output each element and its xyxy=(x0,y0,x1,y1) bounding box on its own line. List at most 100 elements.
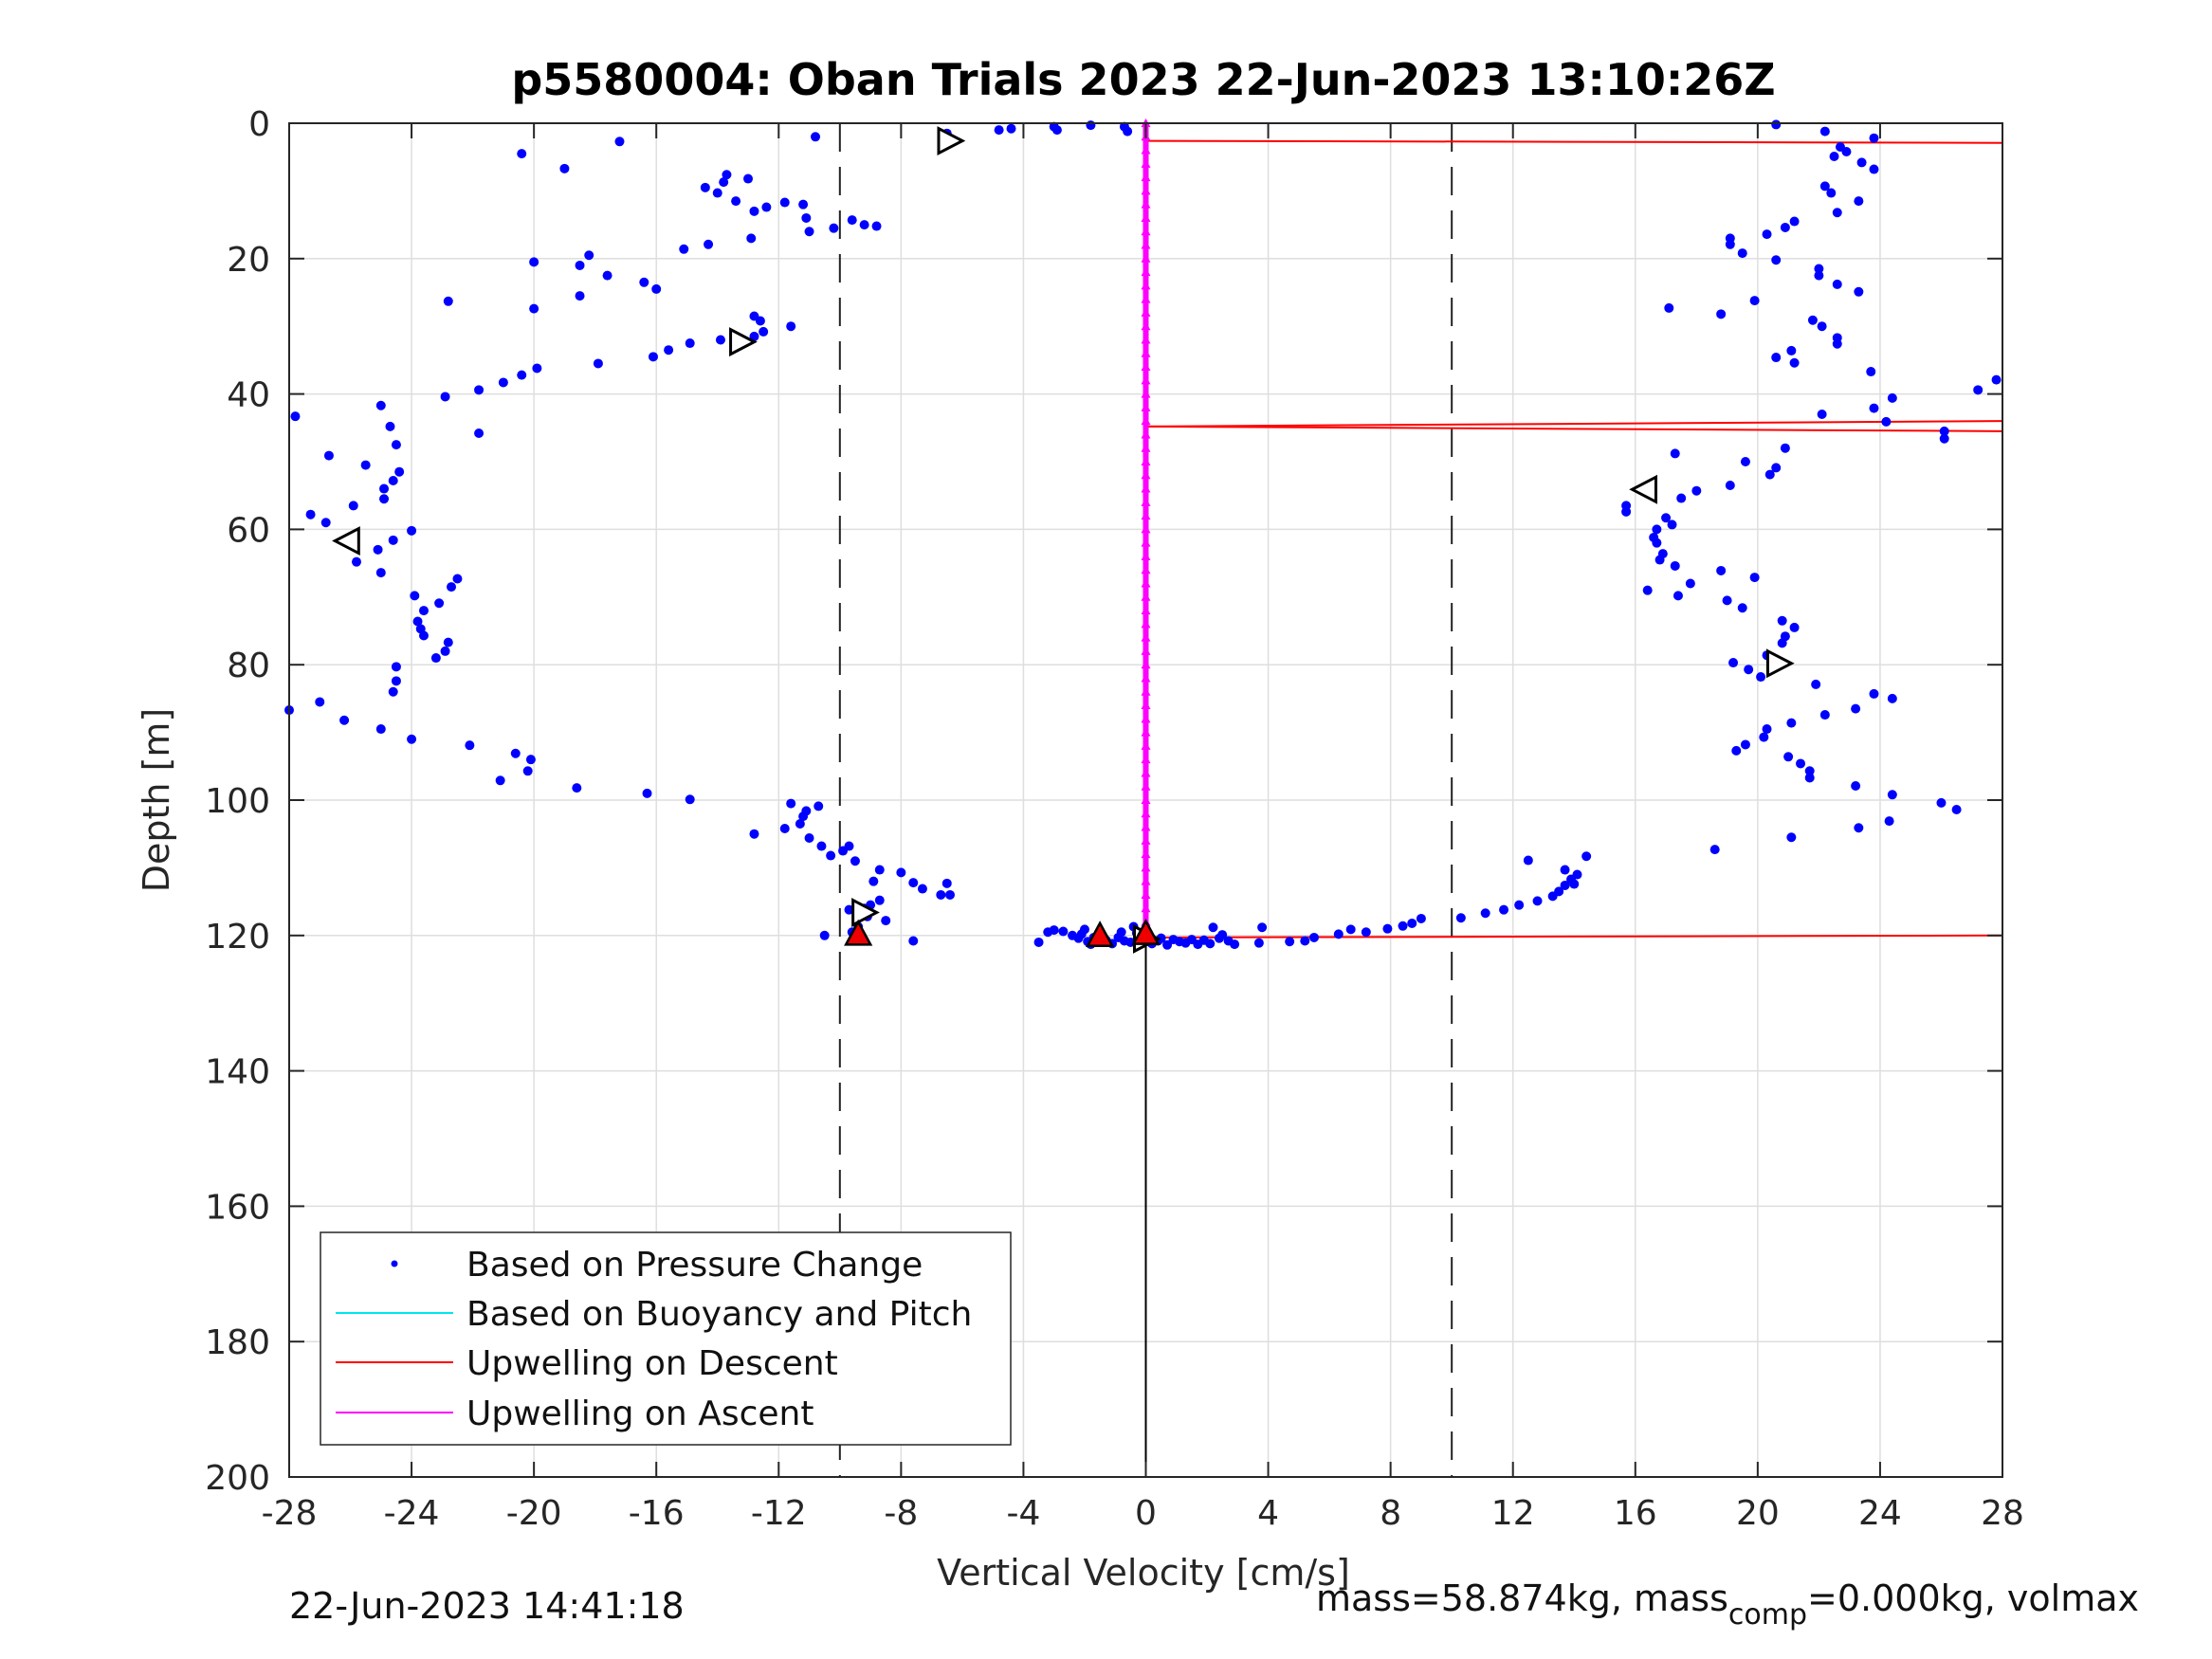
chart-title: p5580004: Oban Trials 2023 22-Jun-2023 1… xyxy=(511,54,1775,105)
data-point xyxy=(826,850,836,861)
data-point xyxy=(407,525,417,536)
ascent-marker xyxy=(1141,416,1151,426)
reference-lines xyxy=(838,123,1453,1477)
data-point xyxy=(847,215,857,226)
data-point xyxy=(418,630,429,641)
data-point xyxy=(1841,146,1852,156)
ascent-marker xyxy=(332,526,360,556)
data-point xyxy=(1819,181,1830,191)
ascent-marker xyxy=(1141,660,1151,669)
data-point xyxy=(1939,433,1949,444)
data-point xyxy=(305,509,316,520)
data-point xyxy=(1652,524,1662,535)
x-tick-label: 0 xyxy=(1135,1494,1157,1533)
ascent-marker xyxy=(1141,335,1151,344)
descent-upwelling-line xyxy=(1145,420,2003,428)
data-point xyxy=(1789,216,1800,227)
data-point xyxy=(749,206,759,216)
ascent-marker xyxy=(1141,511,1151,520)
data-point xyxy=(1621,506,1632,517)
descent-marker xyxy=(937,126,966,156)
data-point xyxy=(1887,693,1897,703)
ascent-marker xyxy=(1141,389,1151,398)
x-tick-label: -12 xyxy=(751,1494,807,1533)
data-point xyxy=(529,303,539,314)
ascent-marker xyxy=(1141,768,1151,777)
descent-upwelling-line xyxy=(1145,139,2003,144)
y-tick-label: 0 xyxy=(248,105,270,144)
data-point xyxy=(1499,904,1509,915)
data-point xyxy=(1123,126,1133,137)
ascent-marker xyxy=(1141,470,1151,480)
ascent-marker xyxy=(1141,173,1151,182)
data-point xyxy=(452,574,463,584)
footer-timestamp: 22-Jun-2023 14:41:18 xyxy=(289,1585,685,1627)
data-point xyxy=(1796,758,1806,769)
ascent-marker xyxy=(1141,429,1151,439)
ascent-marker xyxy=(1141,362,1151,372)
mass-suffix: =0.000kg, volmax xyxy=(1807,1577,2140,1619)
data-point xyxy=(1581,851,1592,862)
data-point xyxy=(351,556,361,567)
data-point xyxy=(1725,480,1735,490)
data-point xyxy=(816,841,827,851)
data-point xyxy=(1832,279,1842,289)
x-tick-label: 12 xyxy=(1491,1494,1535,1533)
data-point xyxy=(1398,921,1408,931)
data-point xyxy=(1869,403,1879,413)
data-point xyxy=(394,466,405,477)
data-point xyxy=(375,400,386,410)
y-axis-label: Depth [m] xyxy=(136,708,177,893)
data-point xyxy=(1676,493,1687,503)
data-point xyxy=(1661,513,1672,523)
ascent-marker xyxy=(1141,307,1151,317)
data-point xyxy=(1866,367,1876,377)
ascent-marker xyxy=(1141,849,1151,859)
data-point xyxy=(517,149,527,159)
data-point xyxy=(1716,309,1727,319)
ascent-marker xyxy=(1141,186,1151,195)
data-point xyxy=(1786,832,1797,843)
data-point xyxy=(1832,208,1842,218)
data-point xyxy=(1722,595,1732,606)
data-point xyxy=(1884,816,1894,827)
data-point xyxy=(1814,264,1824,274)
mass-prefix: mass=58.874kg, mass xyxy=(1316,1577,1728,1619)
data-point xyxy=(474,428,484,439)
data-point xyxy=(418,606,429,616)
data-point xyxy=(391,662,401,672)
data-point xyxy=(779,823,790,833)
ascent-marker xyxy=(1141,876,1151,885)
data-point xyxy=(1217,930,1228,940)
data-point xyxy=(1560,880,1570,890)
data-point xyxy=(1826,188,1837,198)
data-point xyxy=(1869,133,1879,143)
ascent-marker xyxy=(1141,253,1151,263)
x-tick-label: -28 xyxy=(262,1494,318,1533)
data-point xyxy=(844,904,854,915)
y-tick-label: 100 xyxy=(205,782,270,821)
x-tick-label: -4 xyxy=(1006,1494,1040,1533)
ascent-marker xyxy=(1141,835,1151,845)
data-point xyxy=(1033,937,1044,947)
ascent-marker xyxy=(1141,538,1151,547)
ascent-marker xyxy=(1141,145,1151,155)
descent-marker xyxy=(851,898,880,927)
data-point xyxy=(804,227,814,237)
ascent-marker xyxy=(1141,740,1151,750)
data-point xyxy=(1079,924,1089,935)
data-point xyxy=(447,582,457,592)
data-point xyxy=(1560,865,1570,875)
data-point xyxy=(1725,239,1735,249)
data-point xyxy=(664,345,674,356)
data-point xyxy=(1786,718,1797,728)
apogee-marker xyxy=(1131,919,1161,945)
ascent-marker xyxy=(1141,565,1151,574)
data-point xyxy=(1728,658,1739,668)
data-point xyxy=(1762,724,1772,735)
data-point xyxy=(1049,925,1059,936)
data-point xyxy=(639,277,649,287)
data-point xyxy=(715,335,725,345)
ascent-marker xyxy=(1141,632,1151,642)
data-point xyxy=(1771,353,1782,363)
